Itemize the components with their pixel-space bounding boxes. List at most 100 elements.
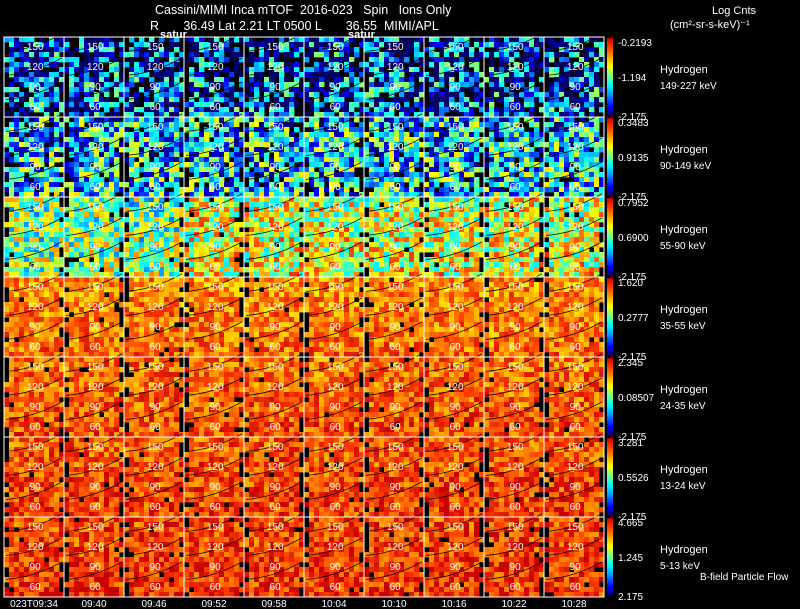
- heatmap-cell: [64, 267, 70, 273]
- heatmap-cell: [459, 157, 465, 163]
- heatmap-cell: [204, 92, 210, 98]
- heatmap-cell: [264, 267, 270, 273]
- heatmap-cell: [109, 217, 115, 223]
- heatmap-cell: [64, 137, 70, 143]
- heatmap-cell: [164, 207, 170, 213]
- angle-tick-label: 60: [450, 102, 462, 113]
- heatmap-cell: [234, 102, 240, 108]
- heatmap-cell: [439, 227, 445, 233]
- heatmap-cell: [594, 77, 600, 83]
- heatmap-cell: [64, 227, 70, 233]
- heatmap-cell: [364, 157, 370, 163]
- heatmap-cell: [324, 127, 330, 133]
- heatmap-cell: [489, 217, 495, 223]
- heatmap-cell: [209, 182, 215, 188]
- heatmap-cell: [219, 247, 225, 253]
- heatmap-cell: [84, 162, 90, 168]
- heatmap-cell: [219, 112, 225, 118]
- heatmap-cell: [359, 237, 365, 243]
- heatmap-cell: [339, 207, 345, 213]
- heatmap-cell: [224, 97, 230, 103]
- heatmap-cell: [54, 207, 60, 213]
- heatmap-cell: [29, 147, 35, 153]
- heatmap-cell: [504, 132, 510, 138]
- heatmap-cell: [69, 52, 75, 58]
- heatmap-cell: [164, 172, 170, 178]
- heatmap-cell: [34, 217, 40, 223]
- heatmap-cell: [39, 72, 45, 78]
- heatmap-cell: [414, 127, 420, 133]
- heatmap-cell: [314, 47, 320, 53]
- heatmap-cell: [464, 207, 470, 213]
- heatmap-cell: [89, 202, 95, 208]
- heatmap-cell: [129, 82, 135, 88]
- pitch-angle-contour: [305, 81, 363, 100]
- heatmap-cell: [474, 127, 480, 133]
- heatmap-cell: [54, 217, 60, 223]
- heatmap-cell: [369, 112, 375, 118]
- heatmap-cell: [134, 212, 140, 218]
- angle-tick-label: 120: [267, 62, 284, 73]
- heatmap-cell: [89, 97, 95, 103]
- heatmap-cell: [534, 97, 540, 103]
- heatmap-cell: [489, 137, 495, 143]
- heatmap-cell: [324, 187, 330, 193]
- heatmap-cell: [374, 217, 380, 223]
- heatmap-cell: [364, 237, 370, 243]
- heatmap-cell: [69, 162, 75, 168]
- heatmap-cell: [534, 122, 540, 128]
- heatmap-cell: [264, 197, 270, 203]
- heatmap-cell: [154, 92, 160, 98]
- heatmap-cell: [309, 252, 315, 258]
- heatmap-cell: [24, 247, 30, 253]
- heatmap-cell: [104, 77, 110, 83]
- heatmap-cell: [429, 122, 435, 128]
- heatmap-cell: [499, 242, 505, 248]
- heatmap-cell: [444, 197, 450, 203]
- heatmap-cell: [514, 182, 520, 188]
- heatmap-cell: [589, 92, 595, 98]
- heatmap-cell: [394, 217, 400, 223]
- heatmap-cell: [434, 222, 440, 228]
- angle-tick-label: 150: [387, 42, 404, 53]
- heatmap-cell: [219, 197, 225, 203]
- heatmap-cell: [284, 257, 290, 263]
- heatmap-cell: [14, 147, 20, 153]
- heatmap-cell: [339, 137, 345, 143]
- heatmap-cell: [429, 97, 435, 103]
- heatmap-cell: [274, 192, 280, 198]
- heatmap-cell: [454, 222, 460, 228]
- heatmap-cell: [229, 242, 235, 248]
- heatmap-cell: [119, 142, 125, 148]
- heatmap-cell: [554, 92, 560, 98]
- heatmap-cell: [564, 147, 570, 153]
- heatmap-cell: [39, 37, 45, 43]
- heatmap-cell: [94, 112, 100, 118]
- heatmap-cell: [284, 77, 290, 83]
- heatmap-cell: [354, 112, 360, 118]
- heatmap-cell: [54, 62, 60, 68]
- heatmap-cell: [214, 257, 220, 263]
- heatmap-cell: [54, 117, 60, 123]
- heatmap-cell: [194, 207, 200, 213]
- heatmap-cell: [299, 37, 305, 43]
- heatmap-cell: [404, 37, 410, 43]
- heatmap-cell: [539, 142, 545, 148]
- pitch-angle-contour: [125, 161, 183, 180]
- heatmap-cell: [109, 262, 115, 268]
- heatmap-cell: [294, 52, 300, 58]
- heatmap-cell: [249, 212, 255, 218]
- heatmap-cell: [324, 217, 330, 223]
- heatmap-cell: [374, 187, 380, 193]
- heatmap-cell: [289, 132, 295, 138]
- heatmap-cell: [334, 127, 340, 133]
- heatmap-cell: [9, 117, 15, 123]
- heatmap-cell: [129, 37, 135, 43]
- heatmap-cell: [129, 147, 135, 153]
- heatmap-cell: [254, 222, 260, 228]
- heatmap-cell: [154, 197, 160, 203]
- heatmap-cell: [539, 107, 545, 113]
- heatmap-cell: [554, 182, 560, 188]
- heatmap-cell: [84, 242, 90, 248]
